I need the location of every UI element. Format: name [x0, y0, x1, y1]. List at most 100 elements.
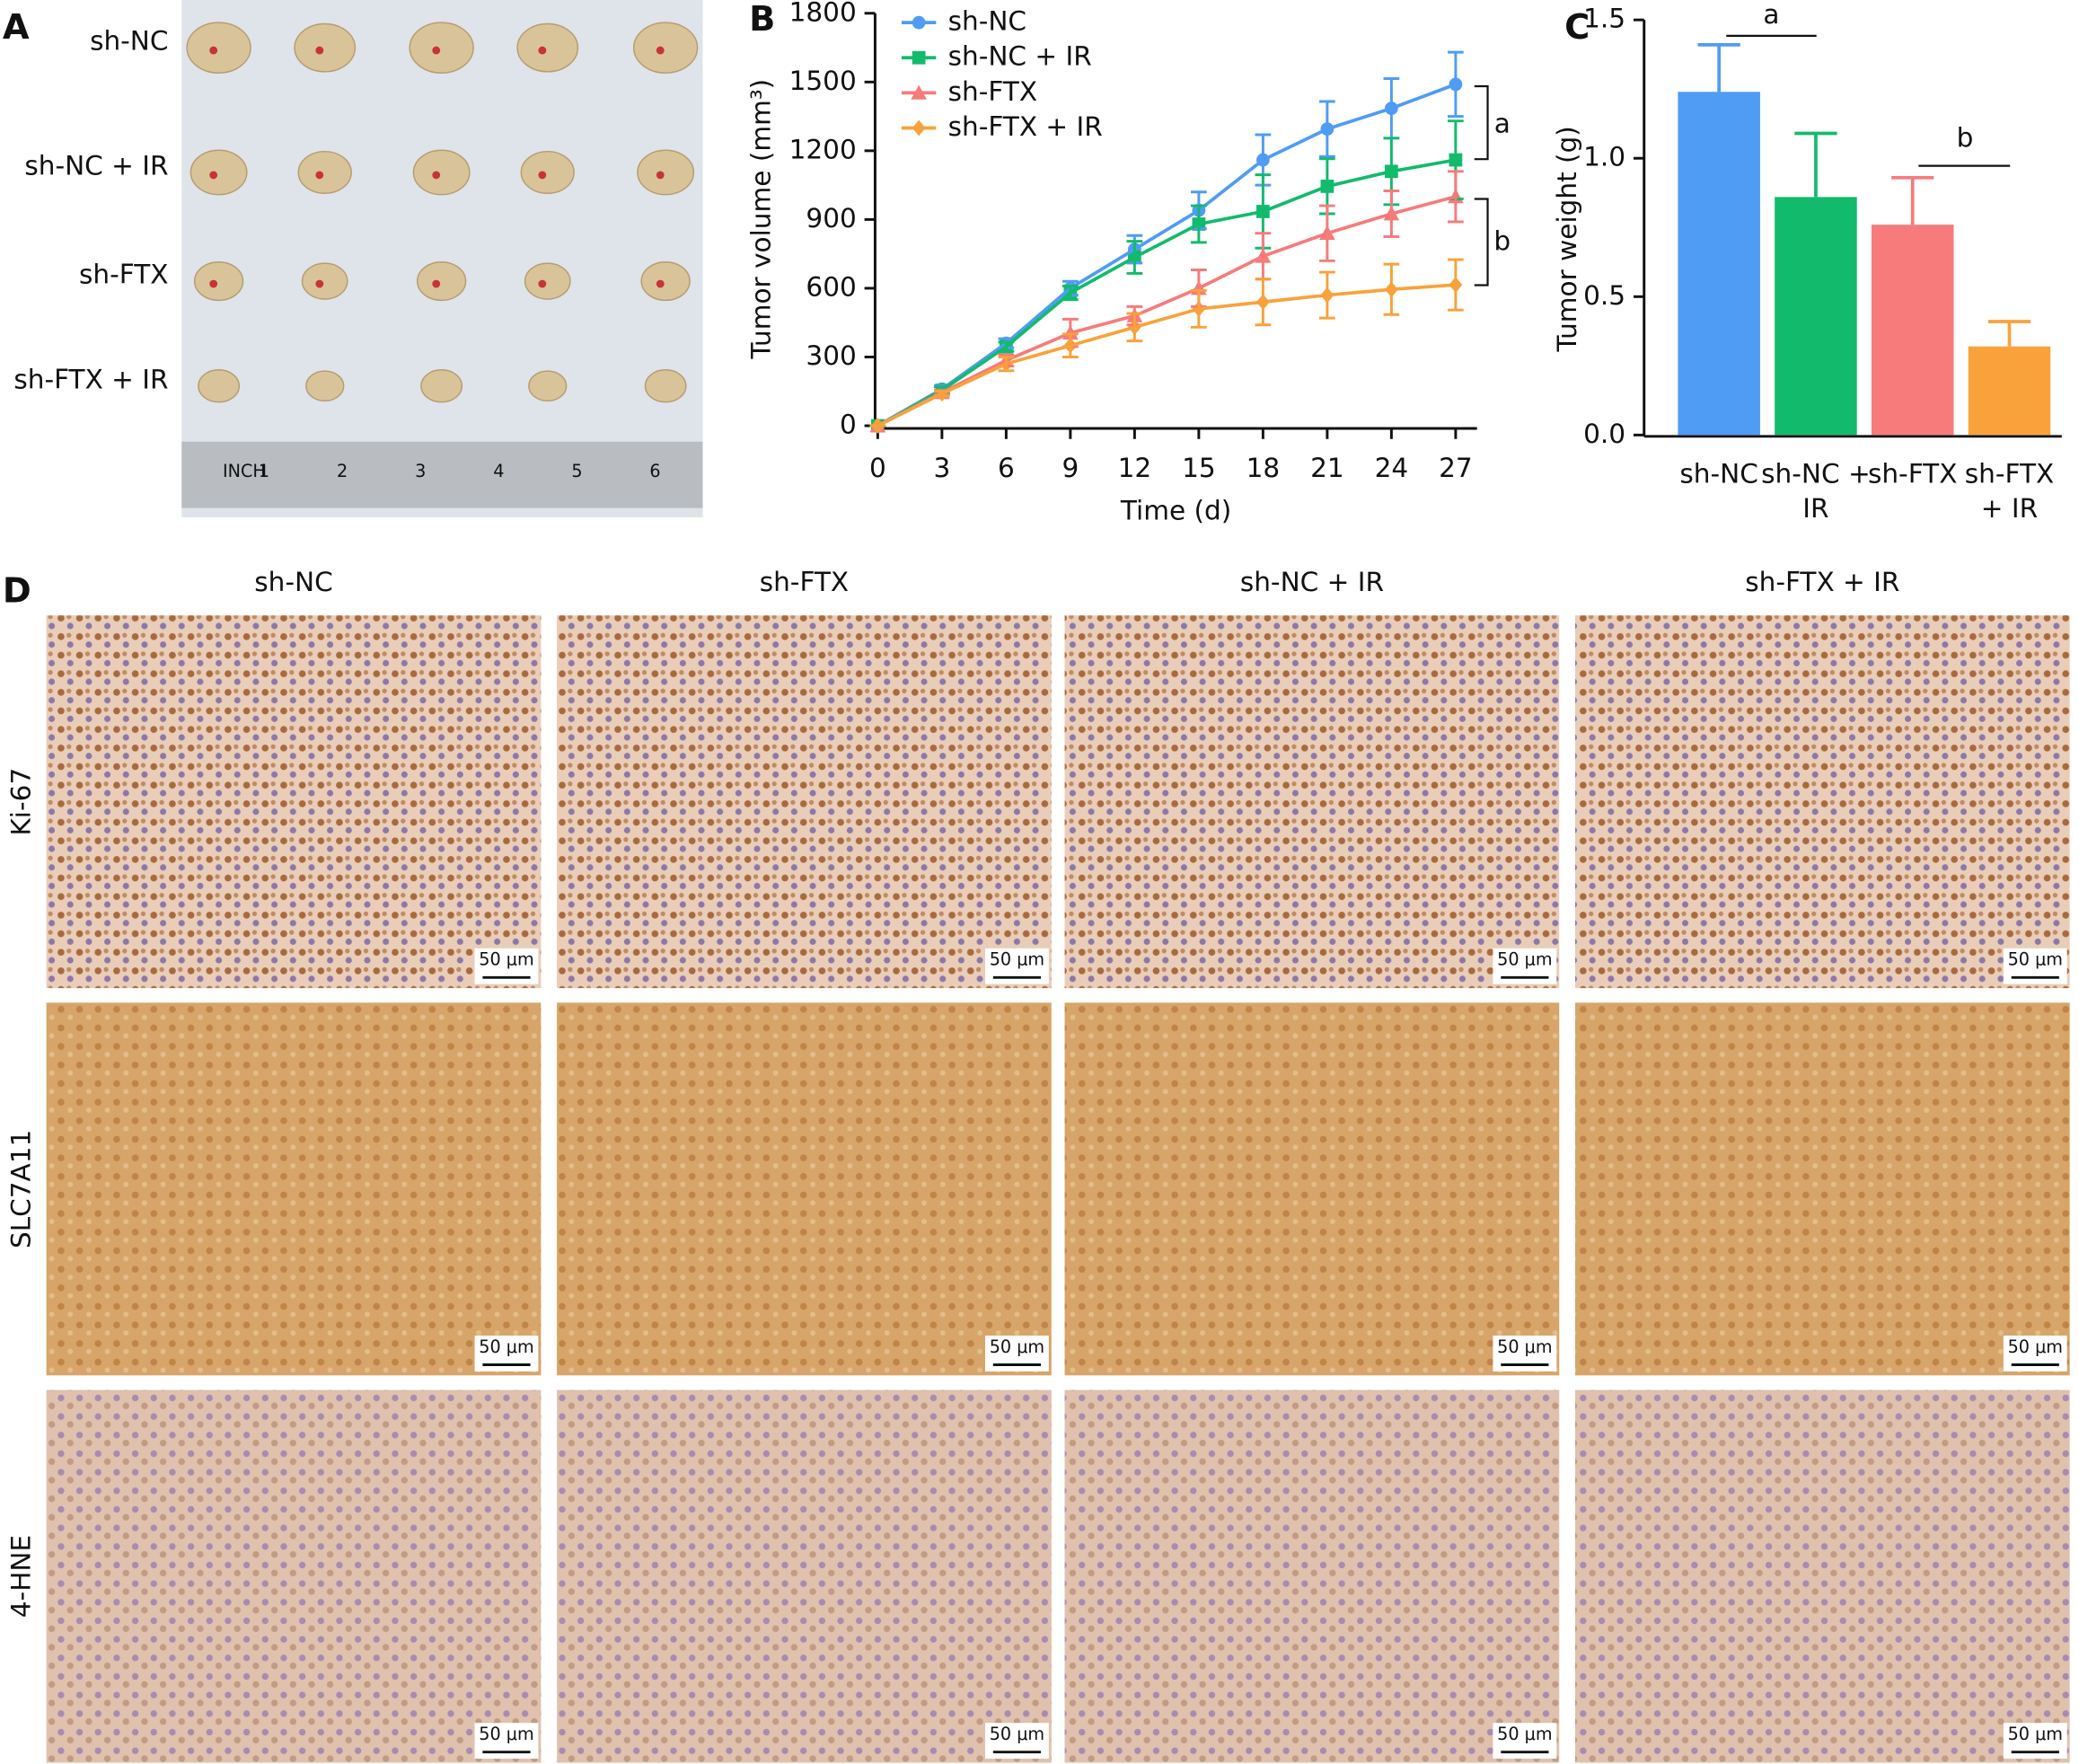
row-label: Ki-67	[6, 768, 37, 836]
tumor	[528, 370, 568, 402]
tumor	[520, 150, 575, 194]
error-bar	[1255, 232, 1272, 281]
scale-label: 50 μm	[2008, 1336, 2063, 1357]
ihc-image	[557, 1002, 1052, 1376]
bar	[1871, 225, 1954, 436]
row-label: 4-HNE	[6, 1535, 37, 1618]
tumor-spot	[432, 46, 441, 55]
tumor	[193, 260, 244, 302]
tumor	[524, 262, 571, 300]
ihc-image	[557, 615, 1052, 989]
marker	[911, 84, 928, 100]
error-bar	[1448, 170, 1464, 224]
legend-label: sh-FTX + IR	[948, 111, 1103, 142]
tumor	[297, 150, 352, 194]
error-bar	[1062, 332, 1079, 358]
ihc-image	[1574, 615, 2070, 989]
error-bar	[998, 340, 1015, 353]
tumor	[637, 149, 695, 196]
ihc-image	[1064, 1389, 1560, 1763]
tumor-spot	[209, 46, 218, 55]
tumor	[632, 22, 699, 74]
annotation: a	[1763, 0, 1779, 30]
marker	[912, 15, 926, 30]
x-tick-label: 6	[998, 453, 1015, 483]
y-tick-label: 0.0	[1583, 419, 1625, 449]
error-bar	[1448, 50, 1464, 119]
error-bar	[1062, 317, 1079, 348]
line	[877, 83, 1457, 428]
tumor	[644, 369, 687, 403]
scale-label: 50 μm	[479, 1724, 533, 1744]
y-tick-label: 1.5	[1583, 4, 1625, 34]
tumor-spot	[315, 279, 324, 288]
y-tick-label: 1200	[789, 134, 857, 164]
ihc-image	[557, 1389, 1052, 1763]
tumor	[516, 22, 579, 73]
x-tick-label: 24	[1375, 453, 1409, 483]
x-tick-label: 21	[1310, 453, 1344, 483]
scale-label: 50 μm	[1497, 1336, 1552, 1357]
line	[877, 283, 1457, 428]
column-header: sh-FTX	[760, 567, 849, 597]
ihc-image	[1064, 615, 1560, 989]
scale-label: 50 μm	[2008, 949, 2063, 970]
category-text: sh-NC	[1679, 457, 1758, 490]
y-tick-label: 0.5	[1583, 280, 1625, 311]
ruler-label: 2	[337, 461, 348, 481]
ihc-image	[1574, 1389, 2070, 1763]
x-tick-label: 12	[1118, 453, 1152, 483]
scale-label: 50 μm	[2008, 1724, 2063, 1744]
annotation: b	[1957, 123, 1974, 154]
tumor-spot	[209, 171, 218, 180]
error-bar	[1987, 320, 2031, 347]
bar	[1968, 346, 2051, 436]
tumor-spot	[538, 171, 547, 180]
ihc-image	[1064, 1002, 1560, 1376]
scale-label: 50 μm	[990, 1724, 1044, 1744]
y-tick-label: 300	[806, 340, 856, 371]
ruler-label: 6	[649, 461, 660, 481]
column-header: sh-NC	[254, 567, 332, 597]
column-header: sh-FTX + IR	[1745, 567, 1899, 597]
tumor-spot	[209, 279, 218, 288]
panel-label: C	[1564, 7, 1590, 48]
error-bar	[1891, 175, 1934, 225]
tumor-spot	[315, 46, 324, 55]
panel-label: D	[3, 571, 31, 612]
error-bar	[1191, 204, 1207, 244]
x-tick-label: 27	[1439, 453, 1473, 483]
error-bar	[1697, 43, 1740, 93]
bar	[1678, 92, 1760, 436]
error-bar	[1126, 312, 1143, 343]
ruler-label: INCH	[223, 461, 266, 481]
panel-label: A	[3, 7, 30, 48]
line	[877, 195, 1457, 428]
ihc-image	[1574, 1002, 2070, 1376]
ruler	[181, 441, 703, 508]
scale-label: 50 μm	[990, 949, 1044, 970]
tumor-spot	[315, 171, 324, 180]
x-tick-label: 15	[1182, 453, 1216, 483]
error-bar	[1319, 204, 1335, 262]
y-tick-label: 1.0	[1583, 142, 1625, 172]
tumor	[409, 22, 474, 74]
ihc-image	[46, 1002, 542, 1376]
error-bar	[1255, 173, 1272, 250]
error-bar	[998, 355, 1015, 373]
error-bar	[1794, 131, 1837, 198]
x-tick-label: 9	[1062, 453, 1079, 483]
bracket	[1474, 84, 1489, 161]
error-bar	[1319, 270, 1335, 320]
photo-row-label: sh-NC	[90, 26, 168, 57]
x-tick-label: sh-FTX	[1868, 457, 1957, 489]
tumor	[640, 260, 691, 302]
error-bar	[1191, 269, 1207, 308]
photo-row-label: sh-FTX	[79, 260, 168, 290]
tumor	[416, 260, 467, 302]
scale-label: 50 μm	[1497, 949, 1552, 970]
category-text: sh-NC + IR	[1761, 457, 1871, 525]
tumor-spot	[432, 171, 441, 180]
tumor	[186, 22, 251, 74]
